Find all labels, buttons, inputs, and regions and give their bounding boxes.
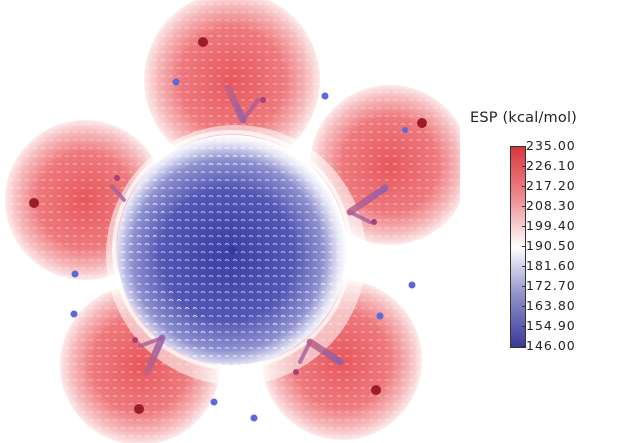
legend-tick-label: 146.00 bbox=[522, 338, 576, 353]
color-scale-bar bbox=[510, 146, 526, 348]
legend-tick-label: 208.30 bbox=[522, 198, 576, 213]
legend-tick-label: 163.80 bbox=[522, 298, 576, 313]
bond-sticks bbox=[78, 84, 389, 376]
legend-tick-label: 235.00 bbox=[522, 138, 576, 153]
legend-tick-label: 172.70 bbox=[522, 278, 576, 293]
legend-tick-label: 154.90 bbox=[522, 318, 576, 333]
esp-surface-render bbox=[5, 0, 460, 443]
oxygen-atoms bbox=[29, 37, 427, 414]
esp-legend: ESP (kcal/mol) 235.00 226.10 217.20 208.30 1… bbox=[470, 110, 640, 353]
legend-tick-label: 190.50 bbox=[522, 238, 576, 253]
legend-title: ESP (kcal/mol) bbox=[470, 110, 578, 126]
legend-tick-label: 181.60 bbox=[522, 258, 576, 273]
legend-tick-label: 226.10 bbox=[522, 158, 576, 173]
legend-tick-label: 199.40 bbox=[522, 218, 576, 233]
hydrogen-atoms bbox=[70, 78, 416, 422]
legend-tick-label: 217.20 bbox=[522, 178, 576, 193]
